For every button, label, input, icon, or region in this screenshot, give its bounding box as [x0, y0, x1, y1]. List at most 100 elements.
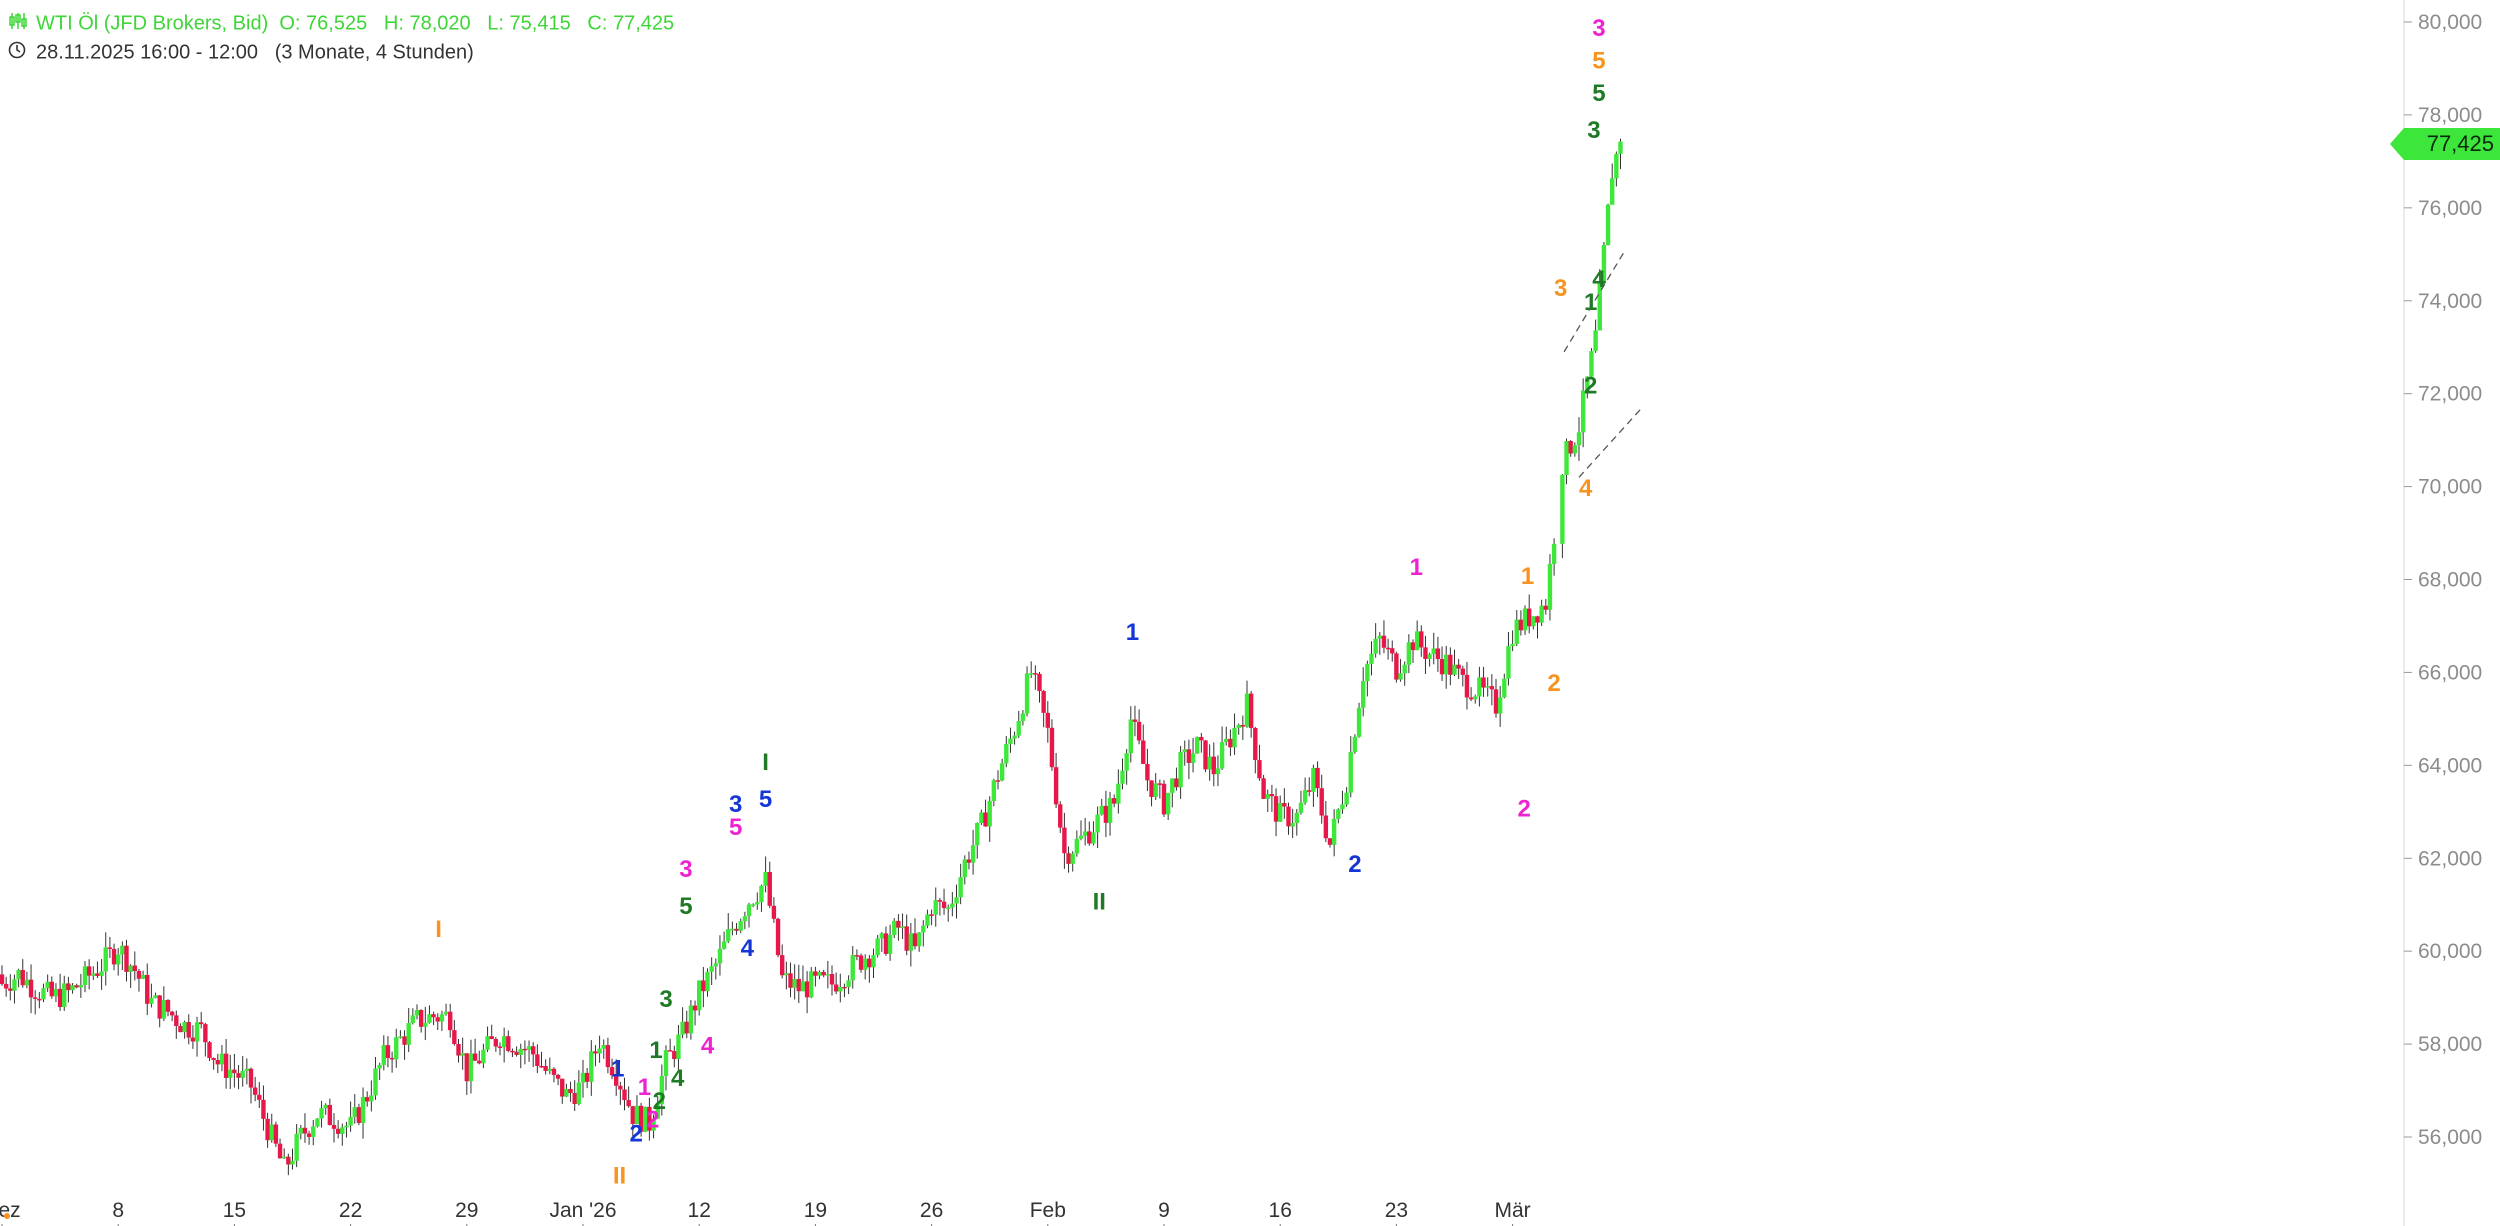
wave-label: 3 [729, 791, 742, 818]
candle-up [153, 995, 158, 998]
candle-down [1066, 853, 1071, 864]
candle-down [199, 1022, 204, 1025]
candle-down [1132, 719, 1138, 722]
date-range: 28.11.2025 16:00 - 12:00 [36, 41, 259, 64]
candle-down [1385, 647, 1391, 650]
candle-up [1016, 721, 1021, 736]
candle-up [846, 980, 851, 988]
wave-label: 1 [611, 1056, 624, 1083]
candle-down [535, 1054, 540, 1066]
candle-down [1174, 778, 1179, 788]
candle-up [1232, 727, 1237, 748]
candle-up [887, 935, 893, 954]
candle-up [1128, 719, 1133, 754]
candle-up [1219, 742, 1225, 769]
candle-up [116, 954, 121, 965]
candle-down [248, 1068, 254, 1088]
candle-up [1597, 283, 1602, 331]
candle-up [1236, 724, 1241, 728]
candle-up [439, 1014, 445, 1022]
candle-up [1004, 743, 1009, 764]
candle-down [506, 1036, 511, 1051]
candle-up [1369, 653, 1374, 664]
candle-up [1178, 751, 1183, 788]
candle-down [456, 1043, 461, 1056]
candle-down [672, 1051, 677, 1060]
candle-up [1012, 735, 1017, 739]
candle-down [912, 933, 918, 947]
candle-down [1381, 635, 1387, 648]
candle-up [1601, 244, 1607, 284]
price-tick-label: 62,000 [2418, 847, 2482, 870]
candle-up [721, 941, 727, 949]
candle-down [207, 1042, 212, 1059]
candle-down [667, 1050, 673, 1052]
date-tick-label: Feb [1030, 1199, 1066, 1222]
candle-down [190, 1037, 196, 1042]
candle-up [219, 1053, 225, 1065]
candle-up [784, 973, 789, 976]
candle-down [1269, 794, 1275, 797]
candle-down [286, 1156, 291, 1165]
candle-down [929, 914, 934, 916]
candle-up [817, 972, 822, 976]
candle-up [1070, 853, 1075, 864]
candle-down [1464, 674, 1470, 698]
candle-down [448, 1011, 453, 1031]
candle-up [1224, 738, 1229, 743]
candle-down [622, 1089, 627, 1101]
candle-down [609, 1067, 615, 1076]
candle-up [1452, 664, 1457, 675]
candle-up [1593, 330, 1598, 352]
candle-up [713, 963, 718, 967]
candle-up [282, 1156, 287, 1159]
candle-down [1253, 727, 1258, 761]
candle-up [601, 1045, 606, 1049]
candle-down [74, 985, 79, 988]
candle-down [493, 1039, 499, 1047]
candle-up [688, 1005, 694, 1034]
candle-up [643, 1106, 648, 1132]
price-tick-label: 68,000 [2418, 569, 2482, 592]
candle-up [91, 973, 96, 976]
low-label: L: [487, 12, 504, 35]
candle-up [1605, 204, 1611, 245]
date-tick-label: 22 [339, 1199, 362, 1222]
candle-up [315, 1118, 320, 1127]
candle-down [514, 1051, 519, 1055]
candle-up [344, 1125, 349, 1128]
candle-down [1257, 760, 1262, 779]
wave-label: 4 [701, 1032, 715, 1059]
candle-up [962, 859, 967, 878]
date-tick-label: 26 [920, 1199, 943, 1222]
candle-up [1107, 798, 1113, 823]
candle-up [916, 932, 922, 947]
candle-up [319, 1108, 324, 1119]
candle-up [838, 986, 843, 992]
candle-up [1095, 814, 1100, 833]
candle-down [477, 1060, 482, 1064]
candle-down [630, 1106, 635, 1124]
candle-up [1539, 605, 1544, 623]
candle-down [568, 1088, 573, 1093]
candle-down [1327, 838, 1333, 845]
candle-down [1062, 827, 1067, 854]
candle-up [879, 933, 884, 939]
candle-up [1522, 608, 1528, 631]
period-header: 28.11.2025 16:00 - 12:00 (3 Monate, 4 St… [8, 41, 474, 65]
candle-up [294, 1133, 299, 1161]
candle-down [66, 983, 71, 991]
candle-up [518, 1048, 523, 1055]
wave-label: 4 [1592, 266, 1606, 293]
candle-down [531, 1046, 536, 1055]
candle-down [236, 1073, 241, 1078]
candle-down [626, 1100, 631, 1107]
low-value: 75,415 [509, 12, 571, 35]
candle-up [128, 965, 133, 972]
candle-down [867, 958, 872, 968]
candle-down [1390, 648, 1395, 654]
candle-up [1265, 794, 1270, 799]
candle-down [1323, 815, 1329, 839]
wave-label: 2 [1348, 851, 1361, 878]
